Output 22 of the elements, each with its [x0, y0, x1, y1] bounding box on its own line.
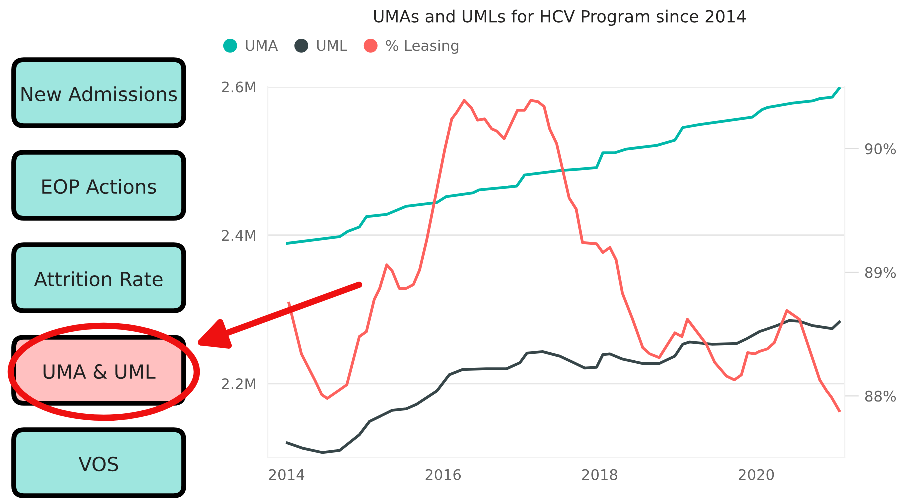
line-series [288, 99, 841, 412]
text: Attrition Rate [34, 272, 163, 287]
y2-tick-label: 88% [865, 390, 896, 402]
chart-title: UMAs and UMLs for HCV Program since 2014 [374, 10, 746, 26]
x-tick-label: 2014 [269, 469, 305, 480]
line-series [286, 87, 841, 245]
legend-label: UML [317, 40, 348, 52]
text: EOP Actions [42, 179, 156, 194]
y-tick-label: 2.6M [222, 82, 256, 93]
x-tick-label: 2018 [582, 469, 618, 480]
y2-tick-label: 89% [865, 267, 896, 278]
text: VOS [78, 456, 118, 472]
legend-label: UMA [246, 40, 278, 52]
y-tick-label: 2.2M [222, 378, 256, 390]
text: New Admissions [22, 86, 178, 102]
line-series [286, 319, 841, 454]
legend-label: % Leasing [386, 40, 459, 54]
y2-tick-label: 90% [865, 144, 896, 155]
y-tick-label: 2.4M [222, 230, 256, 241]
x-tick-label: 2020 [739, 469, 774, 480]
x-tick-label: 2016 [426, 469, 462, 480]
text: UMA & UML [44, 364, 156, 380]
